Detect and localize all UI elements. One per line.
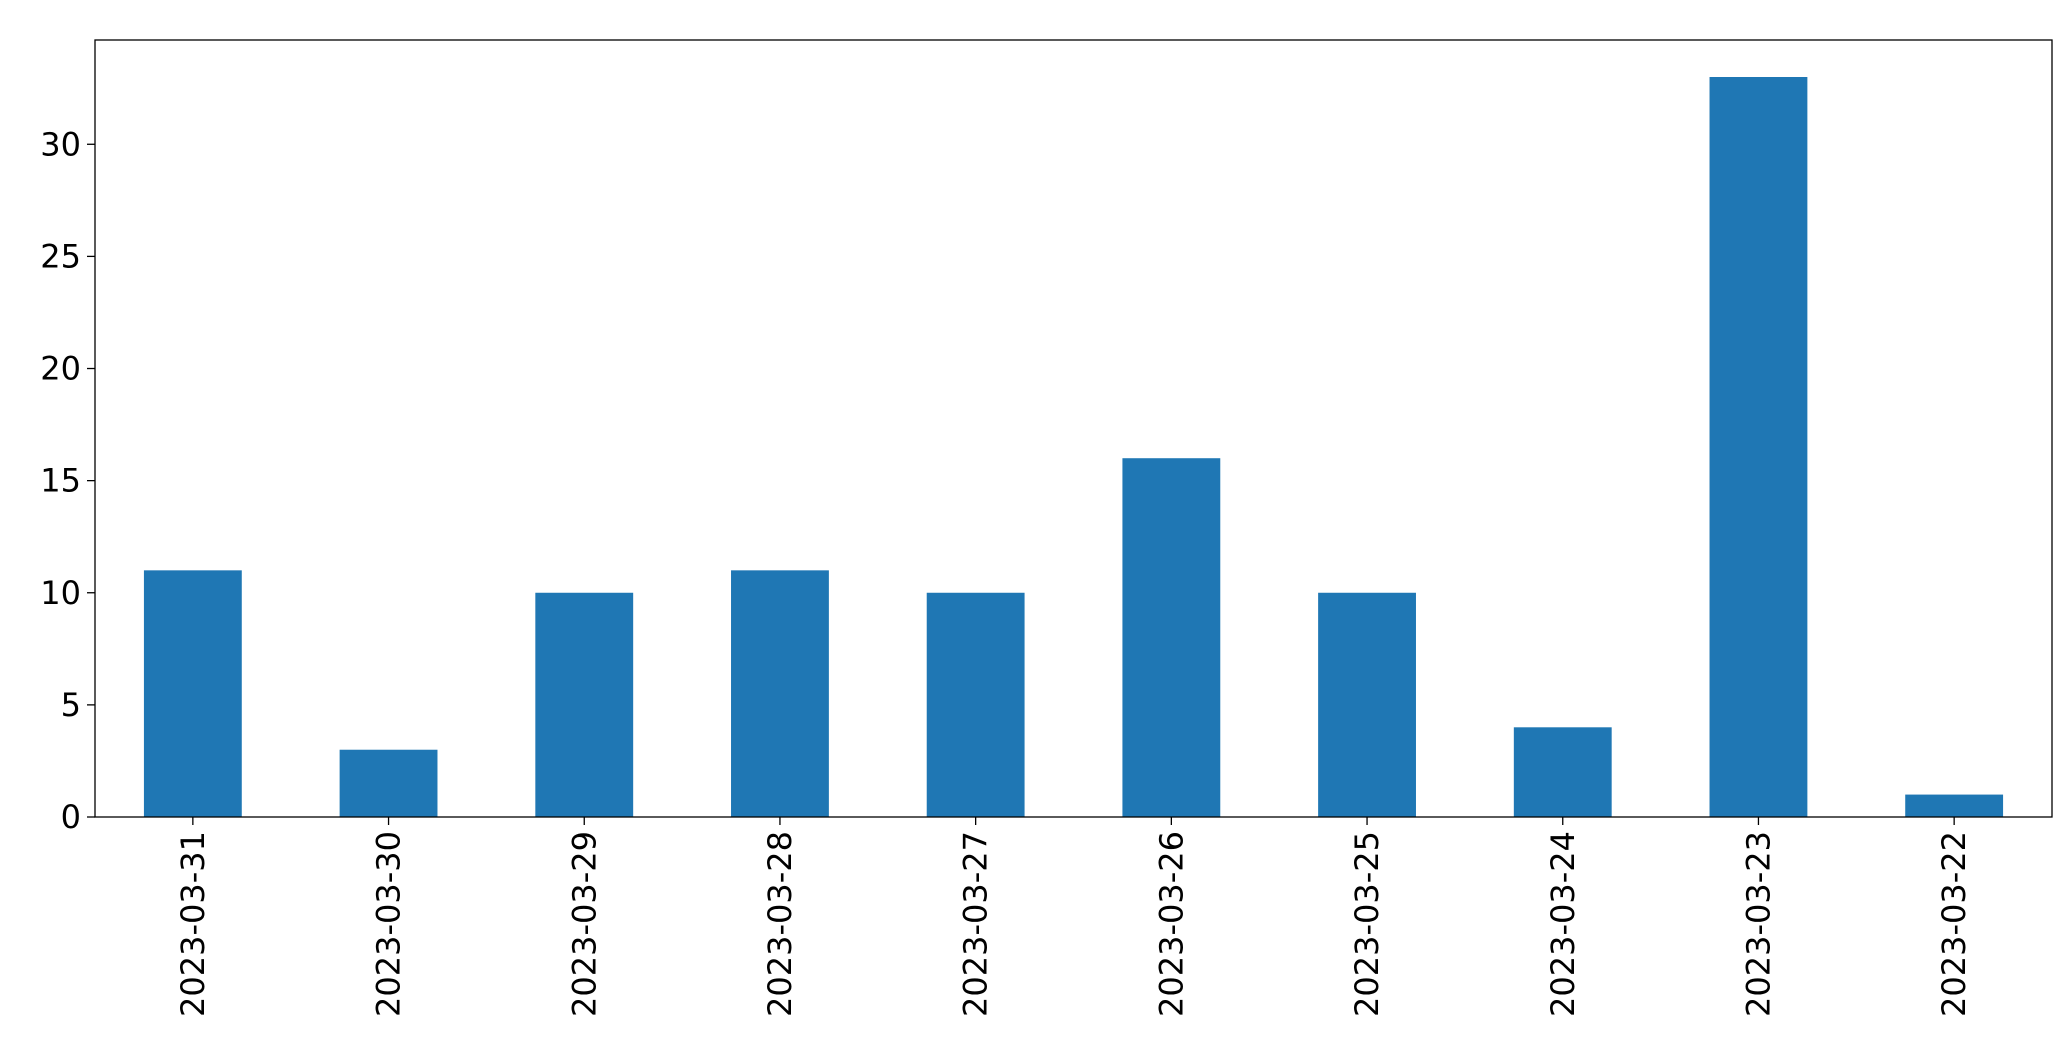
axes-frame — [94, 39, 2053, 818]
x-tick-label: 2023-03-22 — [1935, 831, 1973, 1017]
bar — [339, 749, 438, 817]
bar — [1709, 77, 1808, 817]
bar — [1905, 794, 2004, 817]
x-tick-label: 2023-03-28 — [761, 831, 799, 1017]
y-tick-label: 5 — [61, 686, 81, 724]
x-tick-label: 2023-03-27 — [957, 831, 995, 1017]
x-tick-label: 2023-03-29 — [565, 831, 603, 1017]
x-tick-label: 2023-03-23 — [1739, 831, 1777, 1017]
y-tick-label: 20 — [40, 350, 81, 388]
bar — [1513, 727, 1612, 817]
y-tick-label: 10 — [40, 574, 81, 612]
bar — [1122, 458, 1221, 817]
bar — [1318, 592, 1416, 817]
bar — [731, 570, 829, 817]
y-tick-label: 0 — [61, 798, 81, 836]
y-tick-label: 15 — [40, 462, 81, 500]
x-tick-label: 2023-03-31 — [174, 831, 212, 1017]
y-tick-label: 30 — [40, 125, 81, 163]
x-tick-label: 2023-03-25 — [1348, 831, 1386, 1017]
x-tick-label: 2023-03-24 — [1544, 831, 1582, 1017]
y-tick-label: 25 — [40, 237, 81, 275]
bar — [143, 570, 242, 817]
bar — [535, 592, 634, 817]
bar — [926, 592, 1025, 817]
x-tick-label: 2023-03-26 — [1152, 831, 1190, 1017]
x-tick-label: 2023-03-30 — [370, 831, 408, 1017]
